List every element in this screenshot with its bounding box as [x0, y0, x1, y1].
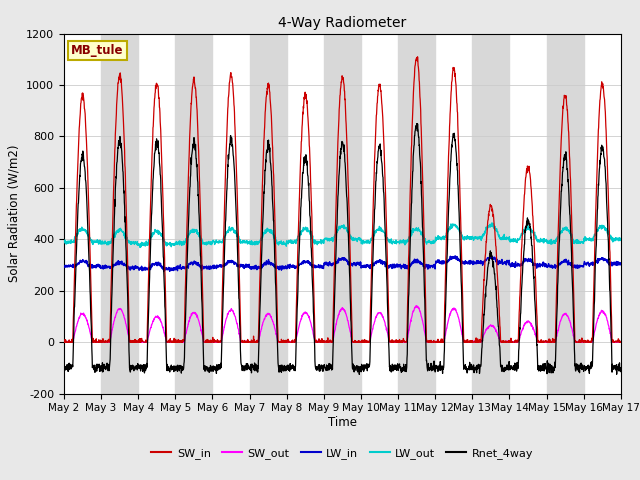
Title: 4-Way Radiometer: 4-Way Radiometer [278, 16, 406, 30]
Y-axis label: Solar Radiation (W/m2): Solar Radiation (W/m2) [8, 145, 20, 282]
Bar [175, 34, 212, 394]
Bar [547, 34, 584, 394]
Bar [101, 34, 138, 394]
Legend: SW_in, SW_out, LW_in, LW_out, Rnet_4way: SW_in, SW_out, LW_in, LW_out, Rnet_4way [147, 444, 538, 464]
Bar [472, 34, 509, 394]
Bar [324, 34, 361, 394]
Text: MB_tule: MB_tule [71, 44, 124, 58]
Bar [250, 34, 287, 394]
X-axis label: Time: Time [328, 416, 357, 429]
Bar [398, 34, 435, 394]
